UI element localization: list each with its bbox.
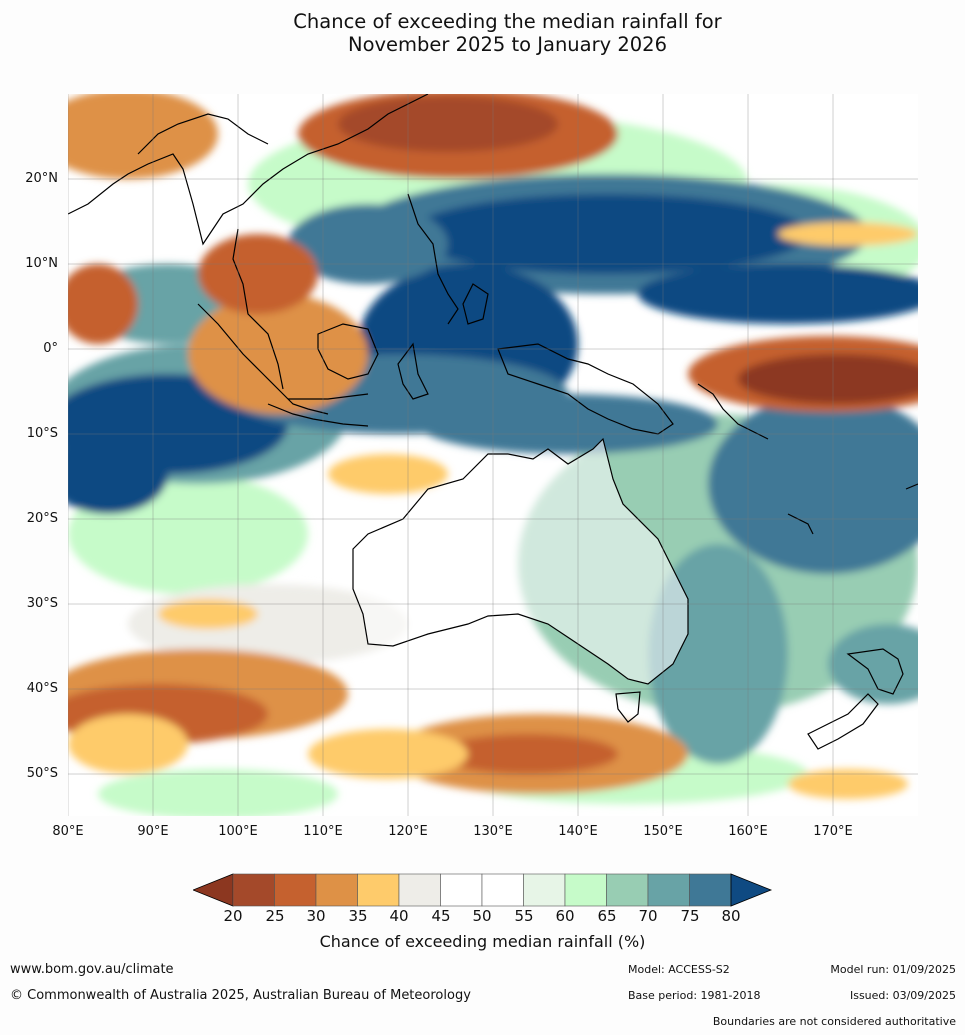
colorbar-segment (647, 873, 690, 907)
colorbar-tick: 60 (555, 907, 575, 925)
lat-label-50s: 50°S (26, 766, 58, 781)
lat-label-20s: 20°S (26, 511, 58, 526)
colorbar-tick: 40 (389, 907, 409, 925)
colorbar-tick: 20 (223, 907, 243, 925)
lon-label-100e: 100°E (218, 824, 258, 839)
lat-label-20n: 20°N (25, 171, 58, 186)
colorbar-tick: 70 (638, 907, 658, 925)
colorbar-label: Chance of exceeding median rainfall (%) (319, 932, 646, 951)
coastlines (68, 94, 918, 750)
title-line-2: November 2025 to January 2026 (348, 33, 667, 56)
colorbar-segment (481, 873, 524, 907)
colorbar-segment (606, 873, 649, 907)
lat-label-10n: 10°N (25, 256, 58, 271)
lon-label-120e: 120°E (388, 824, 428, 839)
colorbar-segment (357, 873, 400, 907)
colorbar-tick: 25 (265, 907, 285, 925)
lon-label-80e: 80°E (52, 824, 84, 839)
colorbar-tick: 50 (472, 907, 492, 925)
colorbar-over-arrow (730, 873, 773, 907)
colorbar (193, 873, 773, 907)
lon-label-160e: 160°E (728, 824, 768, 839)
colorbar-segment (232, 873, 275, 907)
lat-label-10s: 10°S (26, 426, 58, 441)
colorbar-segment (440, 873, 483, 907)
lon-label-140e: 140°E (558, 824, 598, 839)
map-title: Chance of exceeding the median rainfall … (0, 10, 965, 56)
title-line-1: Chance of exceeding the median rainfall … (293, 10, 722, 33)
colorbar-under-arrow (193, 873, 234, 907)
issued-text: Issued: 03/09/2025 (849, 989, 956, 1002)
lon-label-170e: 170°E (813, 824, 853, 839)
colorbar-segment (315, 873, 358, 907)
rainfall-map (68, 94, 918, 816)
boundaries-disclaimer: Boundaries are not considered authoritat… (712, 1015, 956, 1028)
base-period-text: Base period: 1981-2018 (628, 989, 761, 1002)
lat-label-equator: 0° (43, 341, 58, 356)
colorbar-segment (689, 873, 732, 907)
lon-label-130e: 130°E (473, 824, 513, 839)
rainfall-field (68, 94, 918, 816)
colorbar-tick: 35 (348, 907, 368, 925)
graticule (68, 94, 918, 816)
lat-label-40s: 40°S (26, 681, 58, 696)
colorbar-segment (274, 873, 317, 907)
colorbar-tick: 30 (306, 907, 326, 925)
model-run-text: Model run: 01/09/2025 (830, 963, 956, 976)
lon-label-110e: 110°E (303, 824, 343, 839)
colorbar-segment (523, 873, 566, 907)
lat-label-30s: 30°S (26, 596, 58, 611)
model-text: Model: ACCESS-S2 (628, 963, 730, 976)
colorbar-tick: 55 (514, 907, 534, 925)
colorbar-segment (398, 873, 441, 907)
colorbar-tick: 80 (721, 907, 741, 925)
colorbar-tick: 75 (680, 907, 700, 925)
colorbar-tick: 45 (431, 907, 451, 925)
lon-label-150e: 150°E (643, 824, 683, 839)
colorbar-segment (564, 873, 607, 907)
australia-land (352, 437, 689, 723)
website-link[interactable]: www.bom.gov.au/climate (10, 962, 174, 977)
copyright-text: © Commonwealth of Australia 2025, Austra… (10, 988, 471, 1003)
map-canvas (68, 94, 918, 816)
lon-label-90e: 90°E (137, 824, 169, 839)
colorbar-tick: 65 (597, 907, 617, 925)
